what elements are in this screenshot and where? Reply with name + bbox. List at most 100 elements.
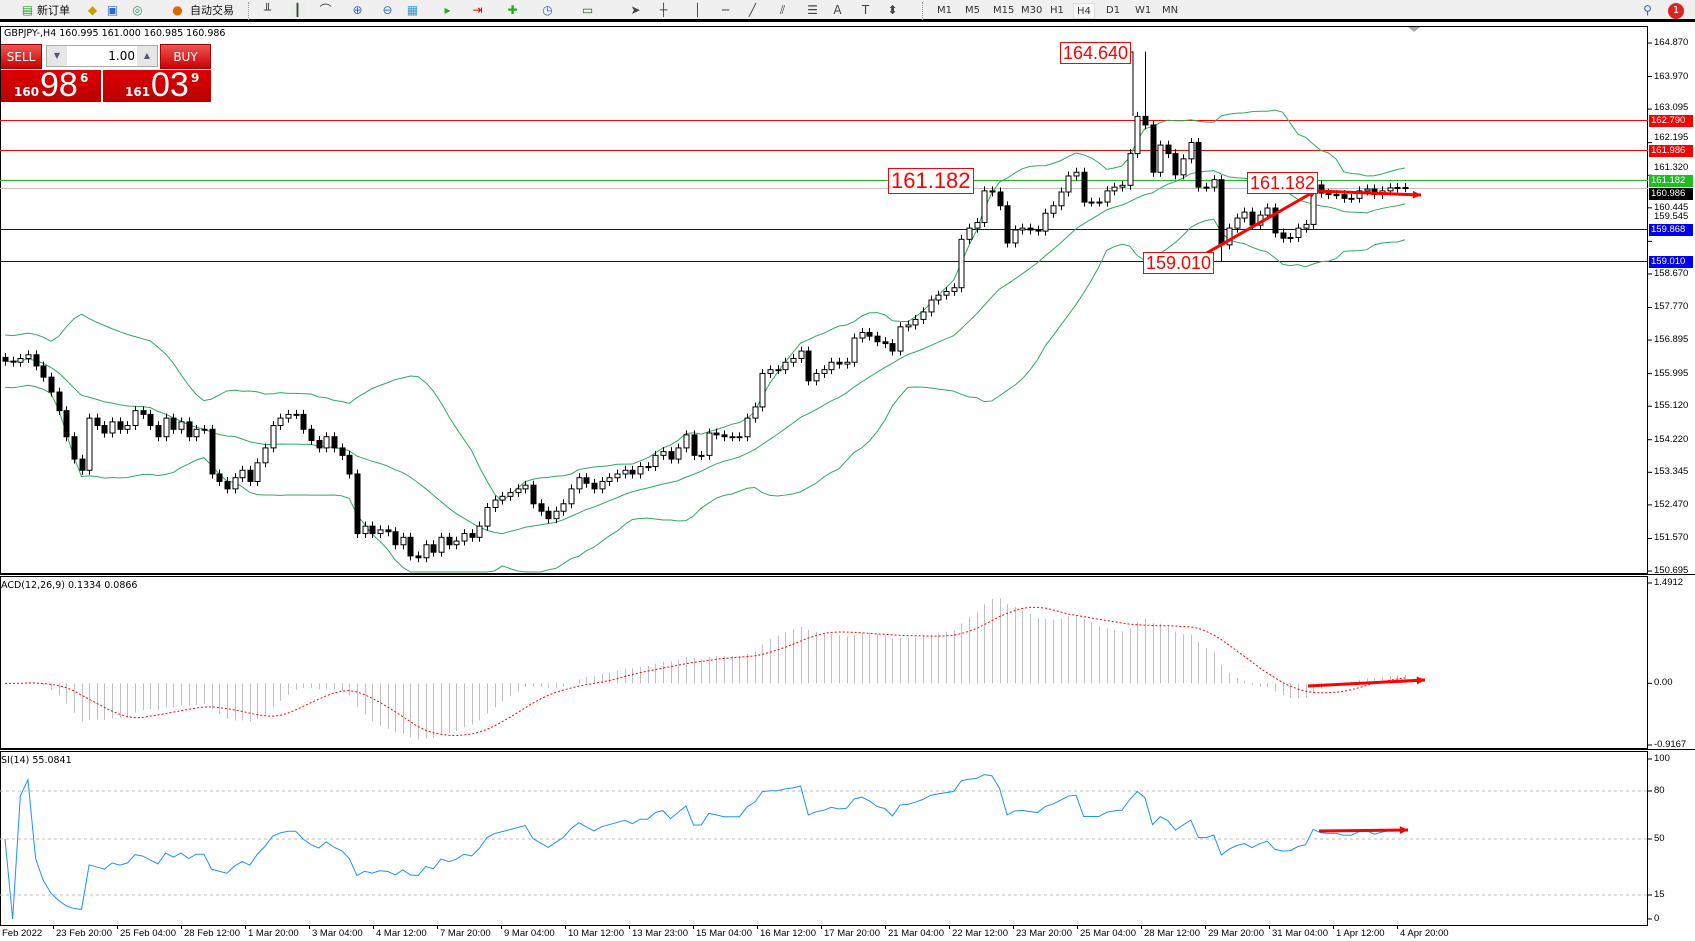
tile-windows-icon[interactable]: ▦ <box>406 3 419 17</box>
candle-body <box>377 529 384 535</box>
candle-body <box>507 492 514 497</box>
trend-arrow-right-head <box>1412 190 1421 199</box>
crosshair-icon[interactable]: ┼ <box>659 3 668 17</box>
templates-icon[interactable]: ▭ <box>581 3 594 17</box>
lot-size-value[interactable]: 1.00 <box>108 49 135 63</box>
candle-body <box>622 469 629 475</box>
timeframe-mn[interactable]: MN <box>1162 5 1179 16</box>
time-label: 7 Mar 20:00 <box>440 928 491 939</box>
lot-increase-button[interactable]: ▲ <box>137 46 157 66</box>
timeframe-h1[interactable]: H1 <box>1050 5 1064 16</box>
candle-body <box>928 299 935 313</box>
candle-body <box>599 480 606 490</box>
text-icon[interactable]: A <box>833 3 842 17</box>
candle-body <box>767 369 774 374</box>
trendline-icon[interactable]: ╱ <box>748 3 757 17</box>
auto-trade-icon[interactable]: ● <box>172 3 183 17</box>
channel-icon[interactable]: ⫽ <box>779 3 786 17</box>
sell-price-fraction: 6 <box>80 71 89 85</box>
line-chart-icon[interactable]: ⌒ <box>319 3 332 17</box>
candle-body <box>935 294 942 301</box>
price-annotation: 161.182 <box>1247 172 1319 194</box>
indicators-icon[interactable]: ✚ <box>507 3 518 17</box>
candle-body <box>1287 236 1294 239</box>
chart-shift-icon[interactable]: ⇥ <box>472 3 483 17</box>
buy-price-prefix: 161 <box>125 85 151 99</box>
signals-icon[interactable]: ◎ <box>132 3 143 17</box>
price-tick-label: 161.320 <box>1654 161 1689 173</box>
candle-body <box>813 372 820 382</box>
lot-size-field[interactable]: ▼ 1.00 ▲ <box>46 45 158 67</box>
candle-body <box>1402 187 1409 190</box>
market-watch-icon[interactable]: ◆ <box>87 3 98 17</box>
candlestick-icon[interactable]: ┃ <box>290 3 305 18</box>
candle-body <box>1111 186 1118 192</box>
price-tick-label: 163.095 <box>1654 101 1689 113</box>
timeframe-m5[interactable]: M5 <box>965 5 980 16</box>
level-price-tag: 161.182 <box>1649 174 1693 187</box>
price-tick-label: 151.570 <box>1654 532 1689 544</box>
candle-body <box>851 337 858 363</box>
auto-scroll-icon[interactable]: ▸ <box>444 3 451 17</box>
zoom-out-icon[interactable]: ⊖ <box>382 3 393 17</box>
buy-price[interactable]: 161 03 9 <box>103 66 211 104</box>
candle-body <box>736 436 743 439</box>
data-window-icon[interactable]: ▣ <box>106 3 119 17</box>
timeframe-w1[interactable]: W1 <box>1135 5 1152 16</box>
candle-body <box>591 482 598 490</box>
cursor-icon[interactable]: ➤ <box>630 3 641 17</box>
candle-body <box>201 428 208 431</box>
candle-body <box>553 510 560 520</box>
time-label: 3 Mar 04:00 <box>312 928 363 939</box>
candle-body <box>1088 201 1095 204</box>
notification-badge[interactable]: 1 <box>1668 3 1684 19</box>
periods-icon[interactable]: ◷ <box>542 3 553 17</box>
toolbar: ▤ 新订单 ◆ ▣ ◎ ● 自动交易 ╨ ┃ ⌒ ⊕ ⊖ ▦ ▸ ⇥ ✚ ◷ ▭… <box>0 0 1695 22</box>
price-tick-label: 154.220 <box>1654 433 1689 445</box>
sell-price[interactable]: 160 98 6 <box>0 66 101 104</box>
timeframe-m1[interactable]: M1 <box>937 5 952 16</box>
candle-body <box>1241 211 1248 219</box>
time-label: 1 Mar 20:00 <box>248 928 299 939</box>
candle-body <box>614 473 621 479</box>
candle-body <box>79 458 86 471</box>
rsi-tick-label: 100 <box>1654 753 1670 764</box>
macd-label: ACD(12,26,9) 0.1334 0.0866 <box>1 580 138 591</box>
macd-tick-label: 1.4912 <box>1654 577 1684 588</box>
timeframe-d1[interactable]: D1 <box>1106 5 1121 16</box>
macd-signal-line <box>4 606 1406 737</box>
timeframe-m30[interactable]: M30 <box>1021 5 1043 16</box>
text-label-icon[interactable]: T <box>861 3 870 17</box>
rsi-line <box>4 774 1406 920</box>
new-order-button[interactable]: 新订单 <box>37 4 70 17</box>
horizontal-line-icon[interactable]: ─ <box>721 3 730 17</box>
time-label: 23 Feb 20:00 <box>56 928 112 939</box>
candle-body <box>1142 115 1149 126</box>
candle-body <box>805 350 812 382</box>
price-tick-label: 162.195 <box>1654 131 1689 143</box>
auto-trade-button[interactable]: 自动交易 <box>190 4 234 17</box>
lot-decrease-button[interactable]: ▼ <box>47 46 67 66</box>
bollinger-upper <box>4 109 1406 502</box>
zoom-in-icon[interactable]: ⊕ <box>352 3 363 17</box>
timeframe-m15[interactable]: M15 <box>993 5 1015 16</box>
candle-body <box>752 406 759 419</box>
price-tick-label: 160.445 <box>1654 201 1689 213</box>
candle-body <box>1280 232 1287 239</box>
vertical-line-icon[interactable]: │ <box>693 3 702 17</box>
candle-body <box>140 410 147 415</box>
candle-body <box>1195 141 1202 188</box>
new-order-icon[interactable]: ▤ <box>21 3 34 17</box>
search-icon[interactable]: ⚲ <box>1643 3 1652 17</box>
candle-body <box>958 238 965 289</box>
candle-body <box>713 432 720 436</box>
bar-chart-icon[interactable]: ╨ <box>263 3 272 17</box>
candle-body <box>1348 197 1355 200</box>
candle-body <box>836 361 843 365</box>
level-price-tag: 161.986 <box>1649 144 1693 157</box>
buy-button[interactable]: BUY <box>160 44 211 69</box>
fibonacci-icon[interactable]: ☰ <box>807 3 818 17</box>
arrows-icon[interactable]: ⬍ <box>887 3 898 17</box>
timeframe-h4[interactable]: H4 <box>1073 3 1095 19</box>
